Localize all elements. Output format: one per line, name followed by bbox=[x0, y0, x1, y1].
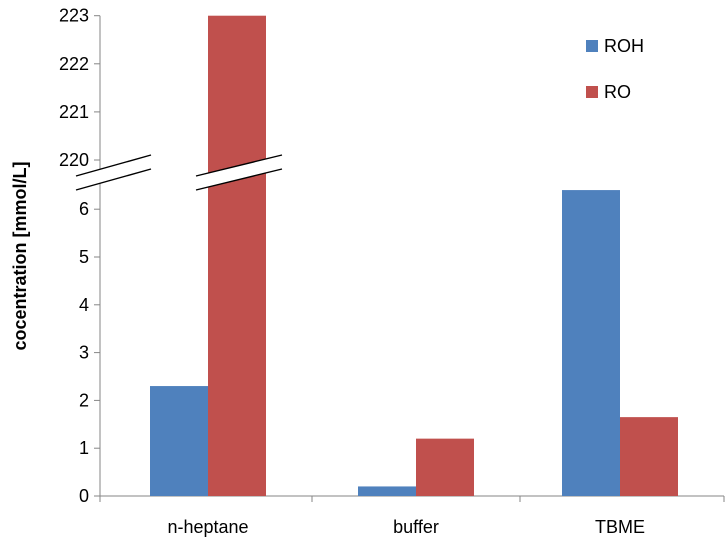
bars bbox=[150, 15, 678, 496]
bar-ro-n-heptane bbox=[208, 15, 266, 496]
legend-swatch-roh bbox=[586, 40, 598, 52]
y-tick-labels: 0 1 2 3 4 5 6 220 221 222 223 bbox=[59, 6, 89, 506]
bar-roh-tbme bbox=[562, 190, 620, 496]
axis-break-line bbox=[195, 168, 283, 191]
legend-label-roh: ROH bbox=[604, 36, 644, 56]
legend-swatch-ro bbox=[586, 86, 598, 98]
y-tick-label: 222 bbox=[59, 54, 89, 74]
y-tick-label: 5 bbox=[79, 247, 89, 267]
y-tick-label: 223 bbox=[59, 6, 89, 26]
y-tick-label: 6 bbox=[79, 199, 89, 219]
x-category-labels: n-heptane buffer TBME bbox=[167, 517, 645, 537]
y-tick-label: 4 bbox=[79, 295, 89, 315]
legend-label-ro: RO bbox=[604, 82, 631, 102]
axis-break-line bbox=[75, 154, 152, 177]
y-tick-label: 220 bbox=[59, 150, 89, 170]
axis-break-line bbox=[195, 154, 283, 177]
y-tick-label: 2 bbox=[79, 390, 89, 410]
x-category-label: buffer bbox=[393, 517, 439, 537]
y-axis-title: cocentration [mmol/L] bbox=[10, 161, 30, 350]
bar-ro-buffer bbox=[416, 438, 474, 496]
y-tick-label: 1 bbox=[79, 438, 89, 458]
y-tick-label: 221 bbox=[59, 102, 89, 122]
axis-break-gap bbox=[196, 155, 282, 190]
axis-break-marks bbox=[75, 154, 283, 191]
bar-roh-buffer bbox=[358, 486, 416, 496]
bar-roh-n-heptane bbox=[150, 386, 208, 496]
axis-break-gap bbox=[76, 155, 151, 190]
y-tick-label: 0 bbox=[79, 486, 89, 506]
x-category-label: TBME bbox=[595, 517, 645, 537]
y-tick-label: 3 bbox=[79, 343, 89, 363]
bar-ro-tbme bbox=[620, 417, 678, 496]
axis-break-line bbox=[75, 168, 152, 191]
x-category-label: n-heptane bbox=[167, 517, 248, 537]
legend: ROH RO bbox=[586, 36, 644, 102]
